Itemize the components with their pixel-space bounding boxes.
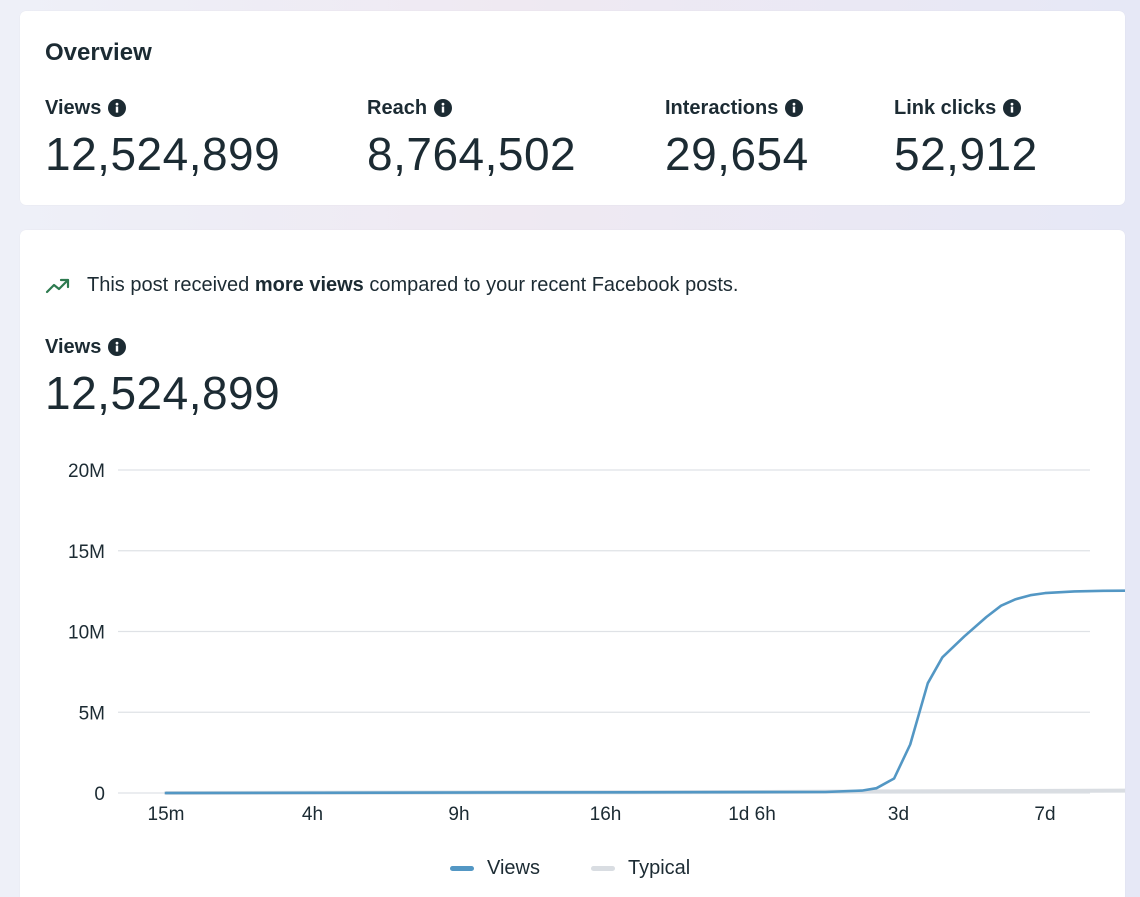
legend-label-typical: Typical <box>628 857 691 879</box>
info-icon[interactable] <box>108 338 127 356</box>
views-section-value: 12,524,899 <box>45 367 281 419</box>
overview-title: Overview <box>45 39 152 66</box>
metric-reach-label: Reach <box>367 96 428 119</box>
metric-link-clicks-value: 52,912 <box>894 128 1038 180</box>
overview-card: Overview Views 12,524,899 Reach 8,764,50… <box>20 11 1125 205</box>
legend-item-views[interactable]: Views <box>450 857 540 880</box>
y-tick-label: 0 <box>94 784 105 805</box>
x-tick-label: 7d <box>1034 804 1055 825</box>
x-tick-label: 15m <box>148 804 185 825</box>
info-icon[interactable] <box>434 99 453 117</box>
views-line-chart: 0 5M 10M 15M 20M 15m 4h 9h 16h 1d 6h 3d 7d <box>68 461 1125 825</box>
metric-link-clicks-label: Link clicks <box>894 96 997 119</box>
x-tick-label: 3d <box>888 804 909 825</box>
y-tick-label: 15M <box>68 542 105 563</box>
legend-item-typical[interactable]: Typical <box>591 857 690 880</box>
metric-reach-value: 8,764,502 <box>367 128 577 180</box>
series-line-views <box>164 589 1125 795</box>
insight-text: This post received more views compared t… <box>87 274 739 296</box>
metric-interactions-value: 29,654 <box>665 128 809 180</box>
metric-views: Views 12,524,899 <box>45 95 280 181</box>
legend-swatch-typical <box>591 866 615 871</box>
views-section-label: Views <box>45 335 102 358</box>
metric-interactions-label: Interactions <box>665 96 779 119</box>
insight-emphasis: more views <box>254 274 364 296</box>
metric-link-clicks: Link clicks 52,912 <box>894 95 1038 181</box>
x-tick-label: 1d 6h <box>728 804 776 825</box>
metric-interactions: Interactions 29,654 <box>665 95 809 181</box>
metric-views-label: Views <box>45 96 102 119</box>
metric-reach: Reach 8,764,502 <box>367 95 576 181</box>
y-tick-label: 5M <box>79 703 105 724</box>
x-tick-label: 4h <box>302 804 323 825</box>
info-icon[interactable] <box>1003 99 1022 117</box>
legend-label-views: Views <box>487 857 540 879</box>
trending-up-icon <box>45 278 70 293</box>
x-tick-label: 9h <box>448 804 469 825</box>
legend-swatch-views <box>450 866 474 871</box>
info-icon[interactable] <box>785 99 804 117</box>
metric-views-value: 12,524,899 <box>45 128 281 180</box>
y-tick-label: 10M <box>68 623 105 644</box>
x-tick-label: 16h <box>590 804 622 825</box>
insight-banner: This post received more views compared t… <box>45 274 738 297</box>
views-card: This post received more views compared t… <box>20 230 1125 897</box>
info-icon[interactable] <box>108 99 127 117</box>
views-section: Views 12,524,899 <box>45 334 280 420</box>
y-tick-label: 20M <box>68 461 105 482</box>
